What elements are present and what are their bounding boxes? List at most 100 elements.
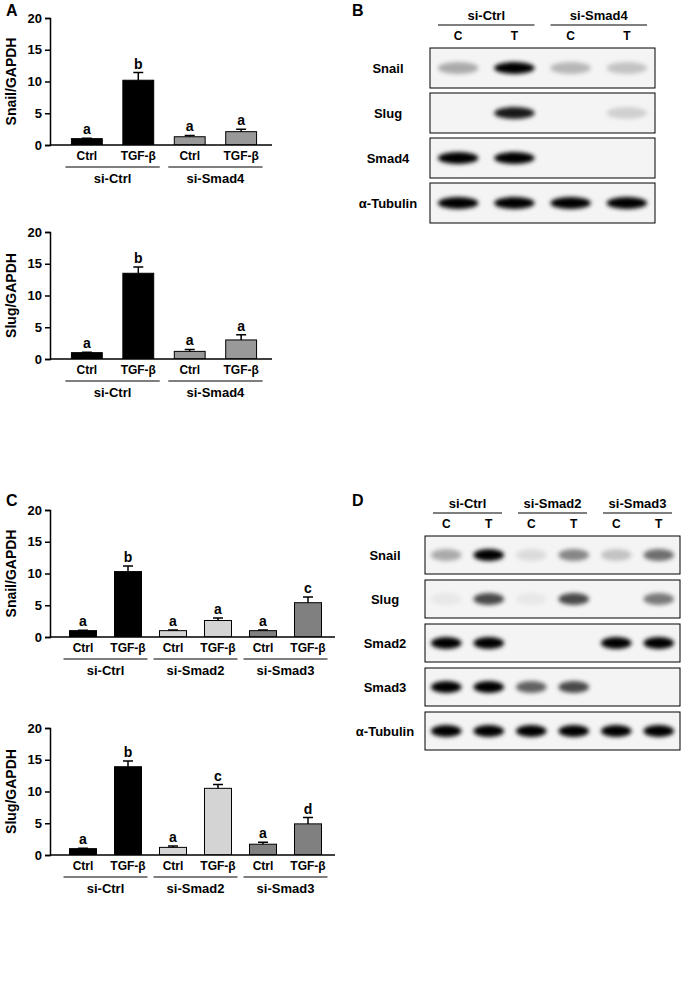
- band: [438, 197, 479, 209]
- y-axis-title: Snail/GAPDH: [3, 38, 19, 126]
- blot-frame: [430, 138, 655, 178]
- band: [601, 681, 632, 693]
- x-tick-label: TGF-β: [200, 641, 235, 655]
- x-tick-label: TGF-β: [290, 859, 325, 873]
- group-label: si-Smad4: [187, 385, 246, 400]
- figure: ABCD05101520Snail/GAPDHabaaCtrlTGF-βCtrl…: [0, 0, 693, 982]
- band: [601, 725, 632, 737]
- lane-label: T: [655, 517, 663, 531]
- x-tick: TGF-β: [110, 855, 145, 873]
- lane-label: T: [623, 29, 631, 43]
- group-underline: [154, 658, 238, 659]
- band: [643, 725, 674, 737]
- blot-frame: [430, 48, 655, 88]
- band: [438, 62, 479, 74]
- blot-frame: [430, 93, 655, 133]
- x-axis-line: [50, 636, 335, 638]
- x-tick: TGF-β: [200, 637, 235, 655]
- band: [558, 725, 589, 737]
- y-axis-line: [45, 19, 51, 146]
- blot-frame: [425, 712, 680, 750]
- significance-letter: a: [214, 601, 222, 617]
- x-tick: Ctrl: [253, 637, 274, 655]
- y-tick: 15: [28, 256, 50, 271]
- group-underline: [168, 380, 262, 381]
- bar: [205, 620, 232, 637]
- band: [494, 152, 535, 164]
- band: [438, 152, 479, 164]
- y-tick: 10: [28, 784, 50, 799]
- band: [431, 637, 462, 649]
- band: [558, 593, 589, 605]
- bar: [174, 137, 205, 145]
- band: [550, 107, 591, 119]
- y-tick-label: 5: [35, 816, 42, 831]
- y-tick: 0: [35, 630, 50, 645]
- x-tick: TGF-β: [290, 855, 325, 873]
- x-tick-label: TGF-β: [223, 363, 258, 377]
- error-bar: [82, 138, 92, 140]
- significance-letter: a: [83, 335, 91, 351]
- blot-frame: [425, 536, 680, 574]
- x-tick: TGF-β: [223, 359, 258, 377]
- row-label: α-Tubulin: [356, 724, 414, 739]
- y-tick-mark: [45, 605, 50, 607]
- significance-letter: b: [124, 744, 133, 760]
- band: [550, 62, 591, 74]
- y-axis: 05101520: [28, 503, 51, 645]
- bar: [250, 844, 277, 855]
- bars: [70, 761, 322, 855]
- y-tick-label: 10: [28, 566, 42, 581]
- group-underline: [65, 166, 159, 167]
- x-tick-label: Ctrl: [163, 641, 184, 655]
- x-tick-label: TGF-β: [121, 363, 156, 377]
- error-bar: [82, 352, 92, 354]
- band: [438, 107, 479, 119]
- group-label: si-Ctrl: [94, 171, 132, 186]
- x-tick: TGF-β: [110, 637, 145, 655]
- x-tick: Ctrl: [73, 637, 94, 655]
- x-axis-line: [50, 144, 272, 146]
- bar: [70, 631, 97, 637]
- x-tick: TGF-β: [290, 637, 325, 655]
- bar: [71, 353, 102, 359]
- x-tick: Ctrl: [163, 637, 184, 655]
- group-label: si-Ctrl: [94, 385, 132, 400]
- y-tick-mark: [45, 510, 50, 512]
- y-tick-mark: [45, 791, 50, 793]
- x-tick: Ctrl: [73, 855, 94, 873]
- x-tick: TGF-β: [200, 855, 235, 873]
- y-tick-label: 10: [28, 74, 42, 89]
- band: [473, 637, 504, 649]
- error-bar: [123, 761, 133, 767]
- significance-letter: c: [214, 768, 222, 784]
- x-tick-label: Ctrl: [73, 859, 94, 873]
- significance-letter: a: [79, 831, 87, 847]
- group-underline: [433, 512, 502, 513]
- significance-letter: a: [186, 118, 194, 134]
- significance-letter: a: [237, 318, 245, 334]
- error-bar: [168, 846, 178, 847]
- x-axis: Ctrl TGF-β Ctrl TGF-β Ctrl TGF-β: [50, 637, 335, 655]
- y-tick-mark: [45, 295, 50, 297]
- y-tick-mark: [45, 359, 50, 361]
- y-tick-label: 20: [28, 11, 42, 26]
- band: [473, 549, 504, 561]
- bar-chart: 05101520Snail/GAPDHabaaacCtrlTGF-βCtrlTG…: [3, 503, 335, 678]
- band: [643, 593, 674, 605]
- x-tick: Ctrl: [253, 855, 274, 873]
- significance-letter: b: [134, 250, 143, 266]
- error-bar: [303, 597, 313, 603]
- x-tick: Ctrl: [77, 145, 98, 163]
- y-tick-mark: [45, 855, 50, 857]
- error-bar: [258, 842, 268, 844]
- group-label: si-Ctrl: [87, 881, 125, 896]
- lane-label: T: [570, 517, 578, 531]
- error-bar: [236, 129, 246, 132]
- y-tick-mark: [45, 113, 50, 115]
- y-tick-mark: [45, 18, 50, 20]
- y-tick-label: 0: [35, 138, 42, 153]
- significance-letter: d: [304, 801, 313, 817]
- significance-letter: a: [169, 829, 177, 845]
- significance-letter: a: [259, 613, 267, 629]
